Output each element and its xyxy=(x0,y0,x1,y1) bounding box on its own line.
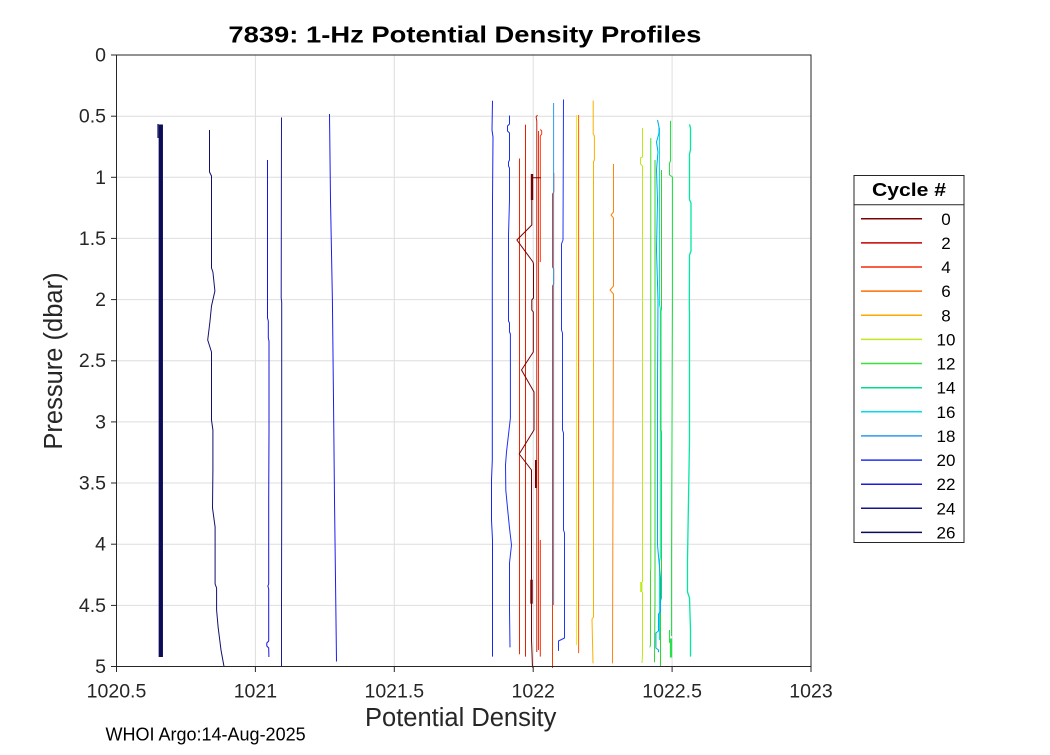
svg-text:0: 0 xyxy=(941,210,950,229)
svg-text:Potential Density: Potential Density xyxy=(365,704,557,732)
svg-text:2.5: 2.5 xyxy=(79,350,106,372)
svg-text:1.5: 1.5 xyxy=(79,228,106,250)
svg-text:0: 0 xyxy=(95,45,106,67)
svg-text:0.5: 0.5 xyxy=(79,106,106,128)
svg-text:4: 4 xyxy=(95,534,106,556)
svg-text:1022.5: 1022.5 xyxy=(642,681,702,703)
svg-text:4.5: 4.5 xyxy=(79,595,106,617)
svg-text:20: 20 xyxy=(937,451,956,470)
svg-text:1: 1 xyxy=(95,167,106,189)
svg-text:2: 2 xyxy=(95,289,106,311)
svg-text:1022: 1022 xyxy=(512,681,555,703)
svg-text:26: 26 xyxy=(937,523,956,542)
svg-text:1021.5: 1021.5 xyxy=(364,681,424,703)
svg-text:Pressure (dbar): Pressure (dbar) xyxy=(40,272,68,449)
svg-text:3: 3 xyxy=(95,411,106,433)
svg-text:12: 12 xyxy=(937,355,956,374)
svg-text:1020.5: 1020.5 xyxy=(87,681,147,703)
svg-text:5: 5 xyxy=(95,656,106,678)
svg-text:18: 18 xyxy=(937,427,956,446)
svg-text:1023: 1023 xyxy=(789,681,832,703)
svg-text:22: 22 xyxy=(937,475,956,494)
svg-text:24: 24 xyxy=(937,499,956,518)
svg-text:6: 6 xyxy=(941,282,950,301)
svg-text:WHOI Argo:14-Aug-2025: WHOI Argo:14-Aug-2025 xyxy=(106,725,306,745)
svg-text:Cycle #: Cycle # xyxy=(872,180,946,200)
svg-text:3.5: 3.5 xyxy=(79,473,106,495)
svg-text:8: 8 xyxy=(941,306,950,325)
svg-text:2: 2 xyxy=(941,234,950,253)
svg-text:10: 10 xyxy=(937,330,956,349)
svg-text:16: 16 xyxy=(937,403,956,422)
svg-text:7839: 1-Hz Potential Density P: 7839: 1-Hz Potential Density Profiles xyxy=(228,22,701,48)
svg-text:1021: 1021 xyxy=(234,681,277,703)
svg-text:4: 4 xyxy=(941,258,950,277)
svg-text:14: 14 xyxy=(937,379,956,398)
